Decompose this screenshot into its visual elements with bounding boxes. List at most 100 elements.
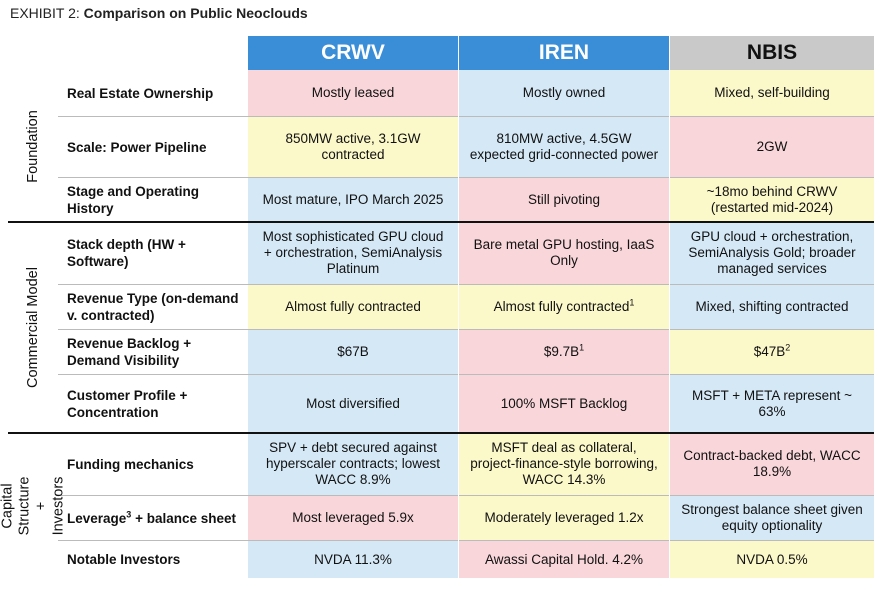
text-main: Revenue Type (on-demand v. contracted) [67, 291, 239, 323]
text-main: $47B [753, 344, 786, 359]
text: Awassi Capital Hold. 4.2% [485, 552, 643, 568]
text: Revenue Backlog + Demand Visibility [67, 335, 240, 369]
exhibit-label: EXHIBIT 2: [10, 5, 80, 21]
cell: Most leveraged 5.9x [248, 496, 458, 541]
text-main: Mixed, self-building [714, 85, 830, 100]
cell: Most sophisticated GPU cloud + orchestra… [248, 222, 458, 285]
text: Still pivoting [528, 192, 600, 208]
cell: 810MW active, 4.5GW expected grid-connec… [459, 117, 669, 178]
text-main: Mostly leased [311, 85, 395, 100]
text: NVDA 0.5% [736, 552, 807, 568]
text-main: Leverage [67, 510, 127, 526]
cell: Mostly owned [459, 70, 669, 117]
cell: SPV + debt secured against hyperscaler c… [248, 433, 458, 496]
text: Stack depth (HW + Software) [67, 236, 240, 270]
column-header: NBIS [670, 36, 874, 70]
group-label: Foundation [8, 70, 58, 222]
row-label: Real Estate Ownership [58, 70, 248, 117]
text: $47B2 [753, 342, 791, 360]
text-main: Funding mechanics [67, 456, 194, 472]
text: Most sophisticated GPU cloud + orchestra… [258, 229, 448, 277]
text-main: Notable Investors [67, 552, 181, 567]
text: NVDA 11.3% [314, 552, 392, 568]
text-main: 850MW active, 3.1GW contracted [285, 131, 421, 162]
group-label: Capital Structure + Investors [0, 433, 66, 578]
cell: Moderately leveraged 1.2x [459, 496, 669, 541]
text-main: Bare metal GPU hosting, IaaS Only [473, 237, 655, 268]
text-main: Most mature, IPO March 2025 [262, 192, 444, 207]
text-main: NVDA 0.5% [736, 551, 808, 567]
cell: GPU cloud + orchestration, SemiAnalysis … [670, 222, 874, 285]
cell: Mixed, self-building [670, 70, 874, 117]
cell: Strongest balance sheet given equity opt… [670, 496, 874, 541]
text: Stage and Operating History [67, 183, 240, 217]
exhibit-title: Comparison on Public Neoclouds [83, 5, 308, 21]
text: Funding mechanics [67, 456, 194, 473]
text: Bare metal GPU hosting, IaaS Only [469, 237, 659, 269]
text-main: Scale: Power Pipeline [67, 139, 207, 155]
group-label: Commercial Model [8, 222, 58, 433]
text-main: Moderately leveraged 1.2x [484, 510, 644, 525]
text: $67B [337, 344, 369, 360]
text: Revenue Type (on-demand v. contracted) [67, 290, 240, 324]
text-rest: + balance sheet [131, 510, 236, 526]
text: Notable Investors [67, 551, 180, 568]
text: 810MW active, 4.5GW expected grid-connec… [469, 131, 659, 163]
group-text: Foundation [24, 109, 41, 183]
cell: Awassi Capital Hold. 4.2% [459, 541, 669, 578]
cell: 850MW active, 3.1GW contracted [248, 117, 458, 178]
text-main: Almost fully contracted [493, 299, 630, 314]
column-header: CRWV [248, 36, 458, 70]
footnote-mark: 2 [785, 342, 791, 353]
cell: NVDA 11.3% [248, 541, 458, 578]
text-main: Strongest balance sheet given equity opt… [681, 502, 863, 533]
text-main: $9.7B [543, 344, 580, 359]
footnote-mark: 1 [629, 297, 635, 308]
footnote-mark: 3 [126, 509, 132, 519]
text-main: Most sophisticated GPU cloud + orchestra… [262, 229, 444, 276]
row-label: Funding mechanics [58, 433, 248, 496]
group-text: Commercial Model [24, 267, 41, 388]
cell: MSFT + META represent ~ 63% [670, 375, 874, 433]
text-main: 810MW active, 4.5GW expected grid-connec… [469, 131, 659, 162]
text: Real Estate Ownership [67, 85, 213, 102]
text-main: Most leveraged 5.9x [292, 510, 414, 525]
group-divider [8, 432, 874, 434]
text-main: 2GW [756, 139, 788, 154]
text-main: Most diversified [306, 396, 400, 411]
text: Mostly leased [312, 85, 395, 101]
cell: MSFT deal as collateral, project-finance… [459, 433, 669, 496]
group-text: Capital Structure + Investors [0, 476, 67, 535]
text: Mostly owned [523, 85, 606, 101]
row-label: Stack depth (HW + Software) [58, 222, 248, 285]
row-label: Revenue Type (on-demand v. contracted) [58, 285, 248, 330]
cell: Still pivoting [459, 178, 669, 222]
column-header: IREN [459, 36, 669, 70]
group-divider [8, 221, 874, 223]
text: Scale: Power Pipeline [67, 139, 207, 156]
text-main: $67B [337, 344, 369, 359]
text: Almost fully contracted1 [493, 297, 635, 315]
text-main: 100% MSFT Backlog [500, 396, 628, 411]
row-label: Notable Investors [58, 541, 248, 578]
text-main: Mixed, shifting contracted [695, 299, 849, 314]
cell: ~18mo behind CRWV (restarted mid-2024) [670, 178, 874, 222]
text-main: Awassi Capital Hold. 4.2% [484, 551, 644, 567]
text-main: Revenue Backlog + Demand Visibility [67, 336, 192, 368]
cell: Most diversified [248, 375, 458, 433]
text-main: MSFT + META represent ~ 63% [691, 388, 853, 419]
cell: Most mature, IPO March 2025 [248, 178, 458, 222]
text: Strongest balance sheet given equity opt… [680, 502, 864, 534]
text-main: Stack depth (HW + Software) [67, 237, 186, 269]
text: Moderately leveraged 1.2x [484, 510, 643, 526]
text-main: Contract-backed debt, WACC 18.9% [683, 448, 861, 479]
cell: 100% MSFT Backlog [459, 375, 669, 433]
cell: $67B [248, 330, 458, 375]
text-main: ~18mo behind CRWV (restarted mid-2024) [706, 184, 838, 215]
cell: Mixed, shifting contracted [670, 285, 874, 330]
text: Mixed, self-building [714, 85, 830, 101]
text-main: Mostly owned [522, 85, 606, 100]
cell: 2GW [670, 117, 874, 178]
text-main: Stage and Operating History [67, 184, 200, 216]
